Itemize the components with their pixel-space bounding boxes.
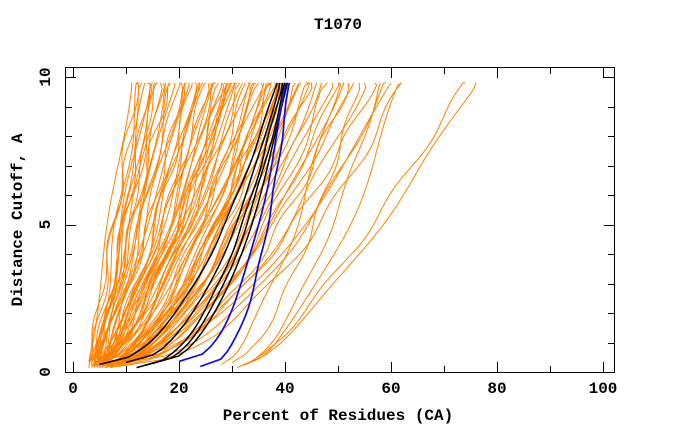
plot-border (65, 67, 615, 373)
curve-orange-87 (252, 82, 477, 362)
curve-orange-16 (88, 82, 182, 364)
curve-blue-1 (199, 82, 291, 368)
y-tick-label: 10 (37, 67, 55, 86)
curve-orange-1 (91, 82, 140, 366)
x-tick-label: 40 (275, 380, 294, 398)
curve-orange-25 (93, 82, 204, 367)
curve-orange-36 (91, 82, 233, 366)
curve-black-0 (99, 82, 278, 366)
curve-black-1 (125, 82, 281, 364)
curve-orange-79 (120, 82, 386, 364)
x-tick-label: 100 (589, 380, 618, 398)
curve-orange-62 (99, 82, 291, 363)
curve-orange-86 (247, 82, 466, 364)
curve-orange-85 (242, 82, 402, 366)
curve-orange-38 (101, 82, 232, 362)
curve-orange-78 (115, 82, 378, 366)
curve-blue-0 (178, 82, 287, 363)
y-axis-label: Distance Cutoff, A (9, 133, 27, 306)
curve-orange-55 (112, 82, 278, 363)
y-tick-label: 5 (37, 220, 55, 230)
curve-orange-83 (231, 82, 361, 363)
curve-orange-40 (93, 82, 238, 365)
curve-orange-76 (104, 82, 355, 363)
curve-orange-82 (221, 82, 342, 365)
curve-orange-9 (96, 82, 158, 364)
curve-orange-6 (91, 82, 153, 363)
chart-title: T1070 (314, 16, 362, 34)
curve-orange-84 (237, 82, 381, 369)
curve-orange-44 (96, 82, 251, 364)
curve-orange-72 (115, 82, 345, 364)
curve-orange-24 (88, 82, 201, 362)
x-tick-label: 0 (68, 380, 78, 398)
x-tick-label: 60 (381, 380, 400, 398)
curve-black-3 (144, 82, 286, 367)
curve-orange-13 (93, 82, 169, 363)
tick-labels: 0 20 40 60 80 100 0 5 10 (37, 67, 617, 398)
curve-orange-11 (99, 82, 166, 367)
x-axis-label: Percent of Residues (CA) (223, 407, 453, 425)
curve-orange-61 (107, 82, 272, 365)
curve-orange-49 (99, 82, 264, 369)
curve-orange-41 (99, 82, 241, 363)
curve-orange-30 (101, 82, 217, 364)
x-tick-label: 80 (487, 380, 506, 398)
curve-orange-8 (101, 82, 156, 366)
x-tick-label: 20 (169, 380, 188, 398)
curve-orange-64 (109, 82, 302, 366)
curve-orange-18 (99, 82, 186, 367)
curve-black-2 (136, 82, 284, 369)
curve-orange-46 (107, 82, 254, 367)
curve-orange-80 (112, 82, 392, 362)
curve-orange-32 (93, 82, 223, 367)
curve-orange-14 (101, 82, 172, 368)
curve-orange-75 (112, 82, 299, 365)
curve-orange-3 (88, 82, 143, 362)
curve-orange-0 (88, 82, 133, 368)
curve-orange-81 (117, 82, 402, 367)
curve-orange-28 (91, 82, 212, 368)
curves-layer (88, 82, 477, 369)
axis-ticks (66, 68, 614, 373)
y-tick-label: 0 (37, 367, 55, 377)
curve-orange-59 (115, 82, 287, 362)
curve-orange-7 (93, 82, 153, 368)
curve-orange-47 (112, 82, 257, 365)
curve-orange-74 (107, 82, 310, 367)
axis-frame (65, 67, 615, 373)
